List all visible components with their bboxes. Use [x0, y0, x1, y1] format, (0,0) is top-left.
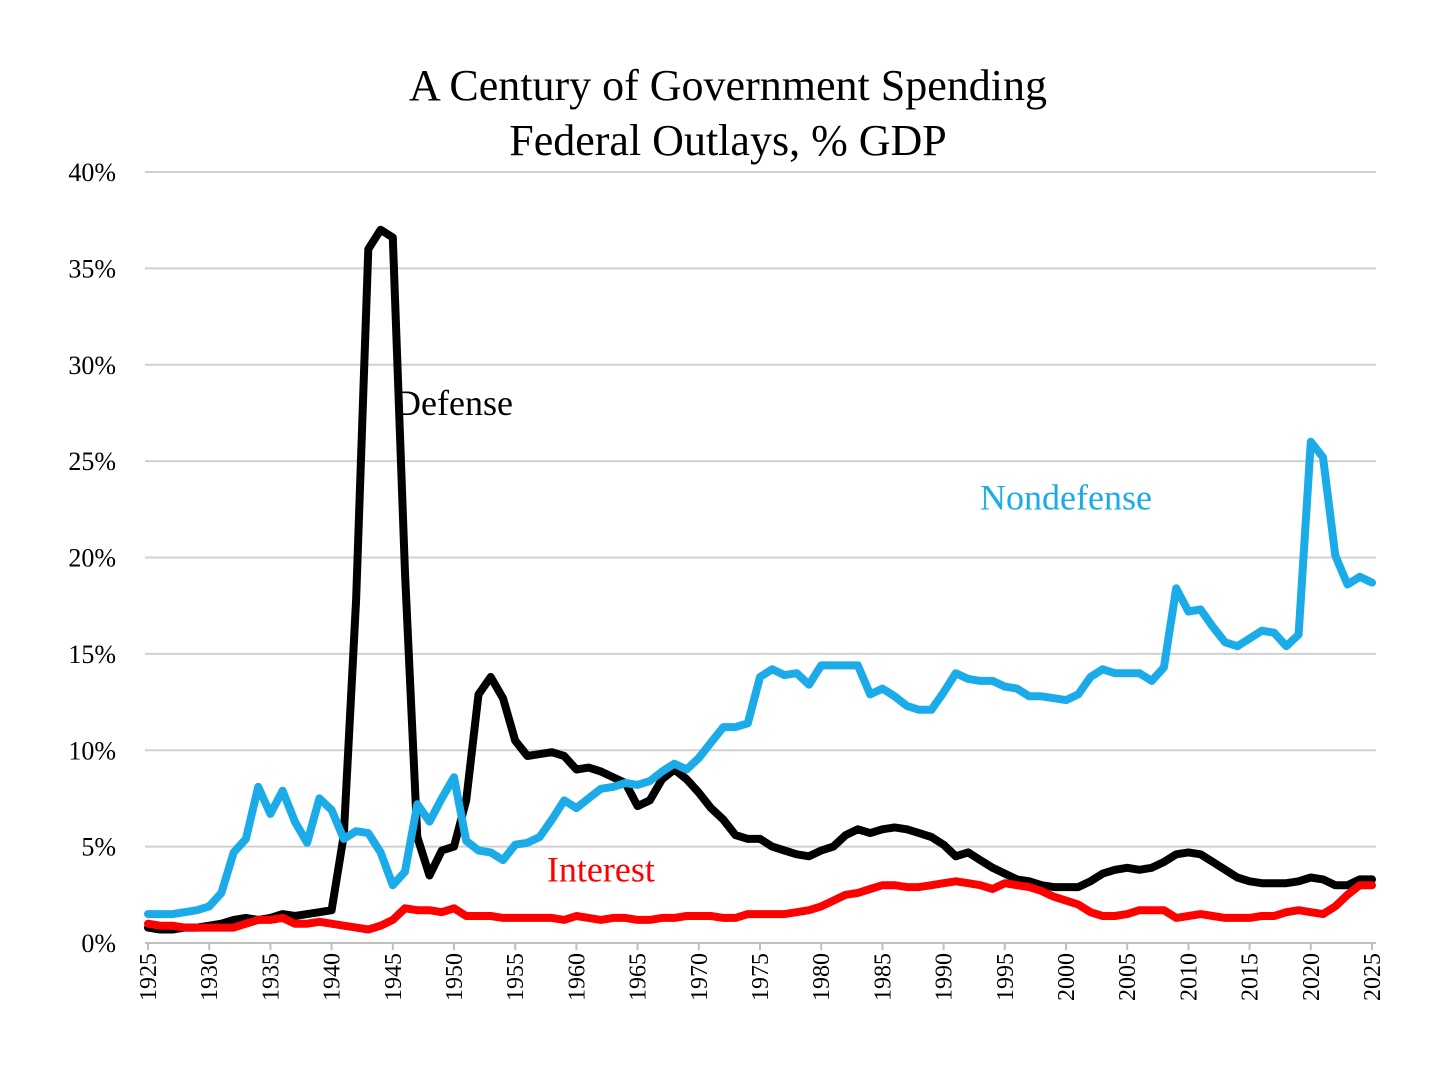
series-label-defense: Defense [395, 383, 513, 423]
x-tick-label: 1950 [442, 953, 468, 1001]
series-line-nondefense [144, 437, 1376, 919]
y-tick-label: 5% [81, 833, 116, 862]
x-tick-label: 1990 [932, 953, 958, 1001]
x-tick-label: 2010 [1176, 953, 1202, 1001]
y-tick-label: 20% [68, 544, 116, 573]
y-axis: 0% 5% 10% 15% 20% 25% 30% 35% 40% [68, 158, 116, 958]
series-label-interest: Interest [547, 849, 655, 889]
x-tick-label: 1975 [748, 953, 774, 1001]
y-tick-label: 35% [68, 254, 116, 283]
gridlines [145, 171, 1376, 944]
x-tick-label: 2025 [1360, 953, 1386, 1001]
x-tick-label: 1995 [993, 953, 1019, 1001]
x-tick-label: 1945 [381, 953, 407, 1001]
x-axis: 1925 1930 1935 1940 1945 1950 1955 1960 1965 1970… [136, 943, 1386, 1001]
x-tick-label: 2000 [1054, 953, 1080, 1001]
x-tick-label: 1965 [626, 953, 652, 1001]
series-labels: Defense Nondefense Interest [395, 383, 1152, 889]
series-lines [144, 225, 1376, 934]
x-tick-label: 1935 [258, 953, 284, 1001]
x-tick-label: 1985 [870, 953, 896, 1001]
y-tick-label: 40% [68, 158, 116, 187]
x-tick-label: 1940 [320, 953, 346, 1001]
y-tick-label: 10% [68, 736, 116, 765]
y-tick-label: 15% [68, 640, 116, 669]
series-label-nondefense: Nondefense [980, 477, 1152, 517]
x-tick-label: 1970 [687, 953, 713, 1001]
x-tick-label: 1980 [809, 953, 835, 1001]
series-line-defense [144, 225, 1376, 934]
x-tick-label: 2005 [1115, 953, 1141, 1001]
y-tick-label: 0% [81, 929, 116, 958]
series-line-interest [144, 877, 1376, 934]
x-tick-label: 1925 [136, 953, 162, 1001]
x-tick-label: 2015 [1238, 953, 1264, 1001]
y-tick-label: 30% [68, 351, 116, 380]
x-tick-label: 1930 [197, 953, 223, 1001]
chart-subtitle: Federal Outlays, % GDP [509, 116, 947, 165]
chart-title: A Century of Government Spending [409, 61, 1047, 110]
x-tick-label: 1955 [503, 953, 529, 1001]
y-tick-label: 25% [68, 447, 116, 476]
x-tick-label: 1960 [564, 953, 590, 1001]
x-tick-label: 2020 [1299, 953, 1325, 1001]
